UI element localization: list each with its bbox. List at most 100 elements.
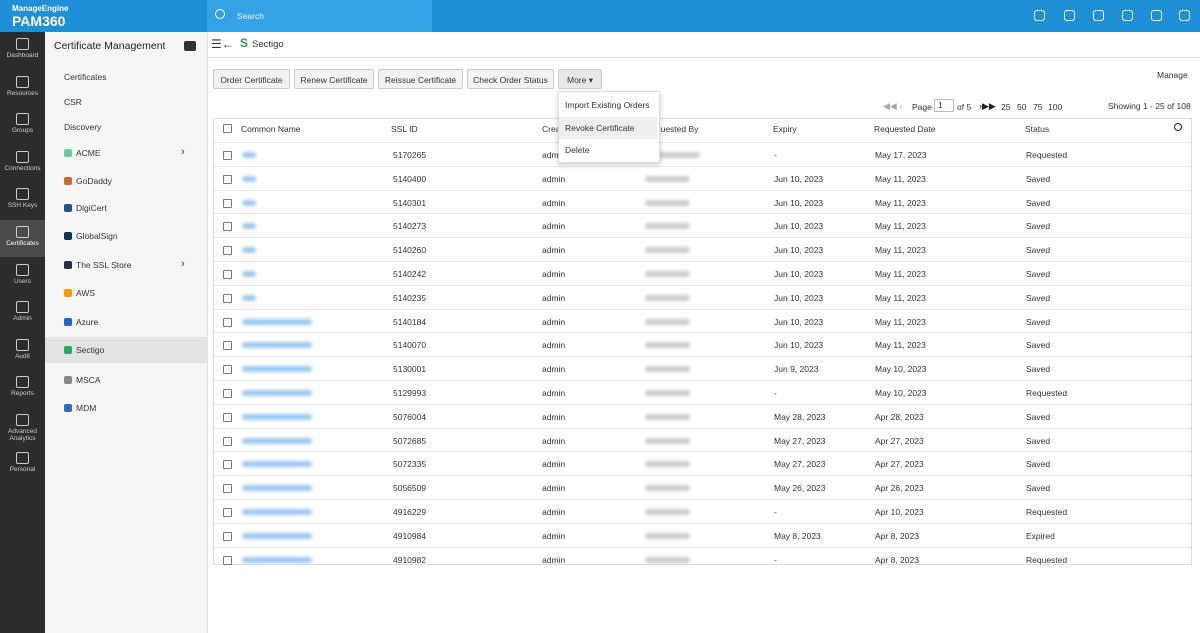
sidebar-item[interactable]: The SSL Store — [76, 260, 132, 270]
top-icon[interactable] — [1064, 10, 1075, 21]
checkbox[interactable] — [223, 174, 232, 184]
cell: May 11, 2023 — [875, 197, 926, 208]
sidebar-item[interactable]: MSCA — [76, 375, 101, 385]
page-size[interactable]: 25 — [1001, 102, 1011, 112]
column-header[interactable]: Expiry — [773, 124, 797, 134]
checkbox[interactable] — [223, 508, 232, 517]
common-name[interactable] — [242, 223, 256, 230]
common-name[interactable] — [242, 532, 312, 539]
page-size[interactable]: 50 — [1017, 102, 1027, 112]
nav-item[interactable]: Certificates — [0, 220, 45, 257]
nav-item[interactable]: Personal — [0, 446, 45, 483]
search-box[interactable]: Search — [207, 0, 432, 32]
common-name[interactable] — [242, 556, 312, 563]
common-name[interactable] — [242, 294, 256, 301]
nav-item[interactable]: Advanced Analytics — [0, 408, 45, 445]
page-label: Page — [912, 102, 932, 112]
sidebar-item[interactable]: Certificates — [64, 72, 107, 82]
toolbar-button[interactable]: Renew Certificate — [294, 69, 374, 89]
menu-item[interactable]: Import Existing Orders — [565, 100, 650, 110]
more-button[interactable]: More ▾ — [558, 69, 602, 89]
cell: Saved — [1026, 173, 1051, 184]
common-name[interactable] — [242, 437, 312, 444]
common-name[interactable] — [242, 199, 256, 206]
manage-link[interactable]: Manage — [1157, 70, 1188, 80]
common-name[interactable] — [242, 175, 256, 182]
checkbox[interactable] — [223, 198, 232, 208]
cell: admin — [542, 221, 566, 232]
checkbox[interactable] — [223, 124, 232, 133]
nav-item[interactable]: Dashboard — [0, 32, 45, 69]
nav-item[interactable]: Groups — [0, 107, 45, 144]
checkbox[interactable] — [223, 531, 232, 541]
top-icon[interactable] — [1151, 10, 1162, 21]
common-name[interactable] — [242, 152, 256, 158]
sidebar-item[interactable]: ACME — [76, 148, 101, 158]
menu-toggle[interactable]: ☰← — [211, 37, 234, 51]
checkbox[interactable] — [223, 246, 232, 256]
column-header[interactable]: Common Name — [241, 124, 301, 134]
common-name[interactable] — [242, 318, 312, 325]
sidebar-icon[interactable] — [184, 41, 196, 51]
sidebar-item[interactable]: DigiCert — [76, 203, 107, 213]
common-name[interactable] — [242, 461, 312, 468]
checkbox[interactable] — [223, 270, 232, 279]
nav-item[interactable]: Resources — [0, 70, 45, 107]
common-name[interactable] — [242, 342, 312, 349]
table-search-icon[interactable] — [1174, 123, 1182, 131]
checkbox[interactable] — [223, 293, 232, 303]
top-icon[interactable] — [1093, 10, 1104, 21]
common-name[interactable] — [242, 247, 256, 254]
checkbox[interactable] — [223, 436, 232, 446]
common-name[interactable] — [242, 271, 256, 277]
sidebar-item[interactable]: Discovery — [64, 122, 102, 132]
sidebar-item[interactable]: CSR — [64, 97, 82, 107]
toolbar-button[interactable]: Order Certificate — [213, 69, 290, 89]
common-name[interactable] — [242, 390, 312, 396]
common-name[interactable] — [242, 413, 312, 420]
column-header[interactable]: Status — [1025, 124, 1050, 134]
checkbox[interactable] — [223, 151, 232, 160]
sidebar-item[interactable]: GlobalSign — [76, 231, 118, 241]
toolbar-button[interactable]: Check Order Status — [467, 69, 554, 89]
common-name[interactable] — [242, 509, 312, 515]
page-size[interactable]: 75 — [1033, 102, 1043, 112]
column-header[interactable]: SSL ID — [391, 124, 418, 134]
column-header[interactable]: Requested Date — [874, 124, 936, 134]
requested-by — [645, 509, 690, 515]
checkbox[interactable] — [223, 412, 232, 422]
top-icon[interactable] — [1122, 10, 1133, 21]
checkbox[interactable] — [223, 317, 232, 327]
top-icon[interactable] — [1179, 10, 1190, 21]
next-icons[interactable]: ›▶▶ — [979, 101, 996, 111]
sidebar-item[interactable]: GoDaddy — [76, 176, 112, 186]
page-size[interactable]: 100 — [1048, 102, 1063, 112]
menu-item[interactable]: Delete — [565, 145, 590, 155]
checkbox[interactable] — [223, 460, 232, 470]
cell: May 11, 2023 — [875, 316, 926, 327]
cell: 5072335 — [393, 459, 427, 470]
nav-item[interactable]: Audit — [0, 333, 45, 370]
sidebar-item[interactable]: AWS — [76, 288, 96, 298]
nav-item[interactable]: Connections — [0, 145, 45, 182]
common-name[interactable] — [242, 366, 312, 373]
nav-item[interactable]: SSH Keys — [0, 182, 45, 219]
sidebar-item[interactable]: Sectigo — [45, 337, 207, 363]
menu-item[interactable]: Revoke Certificate — [559, 116, 657, 139]
checkbox[interactable] — [223, 555, 232, 565]
nav-item[interactable]: Reports — [0, 370, 45, 407]
nav-item[interactable]: Users — [0, 258, 45, 295]
sidebar-item[interactable]: Azure — [76, 317, 99, 327]
top-icon[interactable] — [1034, 10, 1045, 21]
sidebar-item[interactable]: MDM — [76, 403, 97, 413]
nav-item[interactable]: Admin — [0, 295, 45, 332]
checkbox[interactable] — [223, 222, 232, 232]
toolbar-button[interactable]: Reissue Certificate — [378, 69, 463, 89]
checkbox[interactable] — [223, 484, 232, 494]
column-header[interactable]: Requested By — [645, 124, 699, 134]
checkbox[interactable] — [223, 365, 232, 375]
common-name[interactable] — [242, 485, 312, 492]
checkbox[interactable] — [223, 389, 232, 398]
checkbox[interactable] — [223, 341, 232, 351]
page-input[interactable]: 1 — [934, 99, 954, 112]
